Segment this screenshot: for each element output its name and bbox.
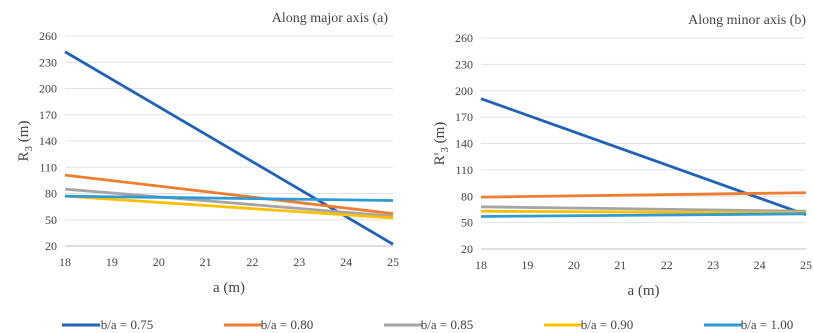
- y-axis-label-unit: (m): [16, 121, 32, 146]
- x-tick-label: 19: [521, 258, 533, 272]
- y-tick-label: 170: [455, 110, 473, 124]
- chart-title: Along major axis (a): [272, 11, 389, 26]
- x-tick-label: 20: [153, 255, 165, 269]
- y-tick-label: 200: [455, 84, 473, 98]
- series-line-3: [64, 187, 394, 218]
- x-tick-label: 23: [293, 255, 305, 269]
- legend-label-5: b/a = 1.00: [741, 317, 793, 332]
- x-tick-label: 25: [800, 258, 812, 272]
- x-tick-label: 24: [340, 255, 352, 269]
- y-tick-label: 200: [39, 82, 57, 96]
- legend: b/a = 0.75 b/a = 0.80 b/a = 0.85 b/a = 0.90…: [62, 317, 793, 332]
- x-tick-label: 18: [475, 258, 487, 272]
- x-tick-label: 21: [614, 258, 626, 272]
- y-tick-label: 140: [455, 137, 473, 151]
- x-tick-label: 24: [754, 258, 766, 272]
- legend-label-3: b/a = 0.85: [421, 317, 473, 332]
- x-tick-label: 25: [387, 255, 399, 269]
- chart-title: Along minor axis (b): [688, 13, 806, 28]
- series-line-5: [64, 194, 394, 202]
- legend-label-1: b/a = 0.75: [101, 317, 153, 332]
- y-tick-label: 230: [39, 55, 57, 69]
- y-tick-label: 80: [45, 187, 57, 201]
- series-line-2: [64, 173, 394, 216]
- x-tick-label: 18: [59, 255, 71, 269]
- series-line-4: [64, 194, 394, 220]
- y-tick-label: 170: [39, 108, 57, 122]
- y-axis-label-subscript: 3: [23, 145, 35, 151]
- x-tick-label: 19: [106, 255, 118, 269]
- chart-panel-minor-axis: 20 50 80 110 140 170 200 230 260 18 19 20 21 22 23 24 25…: [432, 13, 812, 299]
- x-tick-label: 23: [707, 258, 719, 272]
- y-tick-label: 260: [39, 29, 57, 43]
- legend-label-4: b/a = 0.90: [581, 317, 633, 332]
- y-axis-label-main: R': [432, 152, 448, 165]
- y-tick-label: 20: [45, 239, 57, 253]
- legend-label-2: b/a = 0.80: [261, 317, 313, 332]
- series-line-3: [480, 205, 807, 213]
- y-tick-label: 20: [461, 242, 473, 256]
- y-tick-label: 140: [39, 134, 57, 148]
- series-line-4: [480, 209, 807, 215]
- chart-panel-major-axis: 20 50 80 110 140 170 200 230 260 18 19 20 21 22 23 24 25…: [16, 11, 399, 296]
- x-axis-label: a (m): [213, 280, 245, 296]
- y-tick-label: 50: [45, 213, 57, 227]
- x-tick-label: 22: [661, 258, 673, 272]
- series-line-2: [480, 191, 807, 199]
- y-tick-label: 230: [455, 57, 473, 71]
- series-line-1: [480, 97, 807, 217]
- y-axis-label: R3 (m): [16, 121, 35, 162]
- y-axis-label-main: R: [16, 151, 32, 161]
- y-tick-label: 260: [455, 31, 473, 45]
- x-tick-label: 20: [568, 258, 580, 272]
- x-axis-label: a (m): [627, 283, 659, 299]
- x-tick-label: 21: [200, 255, 212, 269]
- y-tick-label: 110: [39, 160, 57, 174]
- y-axis-label-subscript: 3: [439, 147, 451, 153]
- series-line-5: [480, 212, 807, 218]
- y-tick-label: 80: [461, 189, 473, 203]
- y-tick-label: 50: [461, 216, 473, 230]
- y-axis-label: R'3 (m): [432, 122, 451, 166]
- y-axis-label-unit: (m): [432, 122, 448, 147]
- x-tick-label: 22: [246, 255, 258, 269]
- y-tick-label: 110: [455, 163, 473, 177]
